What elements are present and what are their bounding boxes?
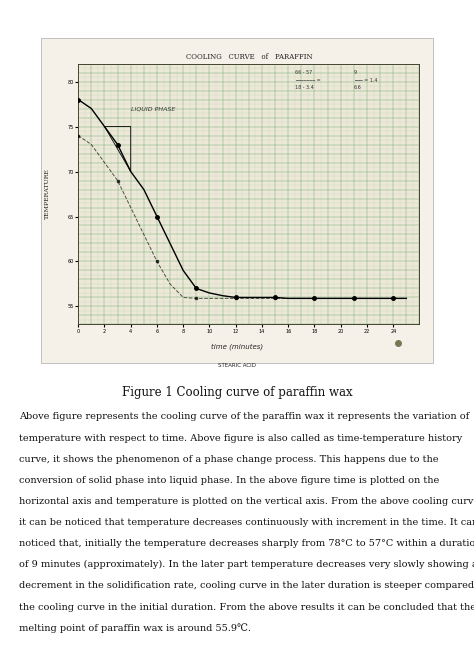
Text: time (minutes): time (minutes)	[211, 344, 263, 351]
Text: temperature with respect to time. Above figure is also called as time-temperatur: temperature with respect to time. Above …	[19, 434, 462, 443]
Text: curve, it shows the phenomenon of a phase change process. This happens due to th: curve, it shows the phenomenon of a phas…	[19, 455, 438, 464]
Text: the cooling curve in the initial duration. From the above results it can be conc: the cooling curve in the initial duratio…	[19, 603, 474, 611]
Text: decrement in the solidification rate, cooling curve in the later duration is ste: decrement in the solidification rate, co…	[19, 581, 474, 591]
Text: STEARIC ACID: STEARIC ACID	[218, 363, 256, 367]
Text: melting point of paraffin wax is around 55.9℃.: melting point of paraffin wax is around …	[19, 624, 251, 634]
FancyBboxPatch shape	[41, 38, 433, 363]
Text: noticed that, initially the temperature decreases sharply from 78°C to 57°C with: noticed that, initially the temperature …	[19, 539, 474, 548]
Text: 6.6: 6.6	[354, 85, 362, 90]
Text: 18 - 3.4: 18 - 3.4	[295, 85, 313, 90]
Text: 66 - 57: 66 - 57	[295, 70, 312, 76]
Text: conversion of solid phase into liquid phase. In the above figure time is plotted: conversion of solid phase into liquid ph…	[19, 476, 439, 485]
Text: 9: 9	[354, 70, 357, 76]
Text: of 9 minutes (approximately). In the later part temperature decreases very slowl: of 9 minutes (approximately). In the lat…	[19, 561, 474, 569]
Text: LIQUID PHASE: LIQUID PHASE	[131, 106, 175, 111]
Text: it can be noticed that temperature decreases continuously with increment in the : it can be noticed that temperature decre…	[19, 518, 474, 527]
Text: Figure 1 Cooling curve of paraffin wax: Figure 1 Cooling curve of paraffin wax	[122, 385, 352, 399]
Text: TEMPERATURE: TEMPERATURE	[45, 168, 50, 219]
Text: ─────── =: ─────── =	[295, 78, 320, 82]
Title: COOLING   CURVE   of   PARAFFIN: COOLING CURVE of PARAFFIN	[185, 54, 312, 62]
Text: horizontal axis and temperature is plotted on the vertical axis. From the above : horizontal axis and temperature is plott…	[19, 497, 474, 506]
Text: ─── = 1.4: ─── = 1.4	[354, 78, 377, 82]
Text: Above figure represents the cooling curve of the paraffin wax it represents the : Above figure represents the cooling curv…	[19, 413, 469, 421]
